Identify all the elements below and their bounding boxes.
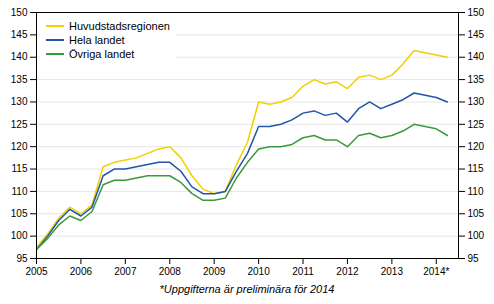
svg-text:110: 110 xyxy=(12,186,28,197)
svg-text:105: 105 xyxy=(11,208,28,219)
svg-text:95: 95 xyxy=(16,253,28,264)
svg-text:115: 115 xyxy=(468,163,484,174)
svg-text:2009: 2009 xyxy=(203,266,226,277)
svg-text:100: 100 xyxy=(468,230,485,241)
svg-text:120: 120 xyxy=(468,141,485,152)
svg-text:2006: 2006 xyxy=(70,266,93,277)
svg-text:120: 120 xyxy=(11,141,28,152)
html-text:Hela landet: Hela landet xyxy=(69,34,125,46)
html-text:Huvudstadsregionen: Huvudstadsregionen xyxy=(69,20,170,32)
svg-text:145: 145 xyxy=(468,29,485,40)
svg-text:135: 135 xyxy=(468,74,485,85)
svg-text:130: 130 xyxy=(11,96,28,107)
svg-text:150: 150 xyxy=(11,7,28,18)
svg-text:125: 125 xyxy=(11,119,28,130)
svg-text:105: 105 xyxy=(468,208,485,219)
svg-text:2010: 2010 xyxy=(247,266,270,277)
svg-text:100: 100 xyxy=(11,230,28,241)
html-text:*Uppgifterna är preliminära fö: *Uppgifterna är preliminära för 2014 xyxy=(159,283,335,295)
svg-text:140: 140 xyxy=(468,51,485,62)
svg-text:110: 110 xyxy=(468,186,484,197)
svg-text:2013: 2013 xyxy=(381,266,404,277)
html-text:Övriga landet: Övriga landet xyxy=(69,48,135,60)
svg-text:2005: 2005 xyxy=(25,266,48,277)
svg-text:140: 140 xyxy=(11,51,28,62)
svg-text:2007: 2007 xyxy=(114,266,137,277)
svg-text:2011: 2011 xyxy=(292,266,314,277)
svg-text:135: 135 xyxy=(11,74,28,85)
svg-text:145: 145 xyxy=(11,29,28,40)
svg-text:2014*: 2014* xyxy=(423,266,449,277)
svg-text:150: 150 xyxy=(468,7,485,18)
svg-text:115: 115 xyxy=(12,163,28,174)
svg-text:2012: 2012 xyxy=(336,266,359,277)
svg-text:125: 125 xyxy=(468,119,485,130)
svg-text:95: 95 xyxy=(468,253,480,264)
svg-text:2008: 2008 xyxy=(159,266,182,277)
svg-text:130: 130 xyxy=(468,96,485,107)
